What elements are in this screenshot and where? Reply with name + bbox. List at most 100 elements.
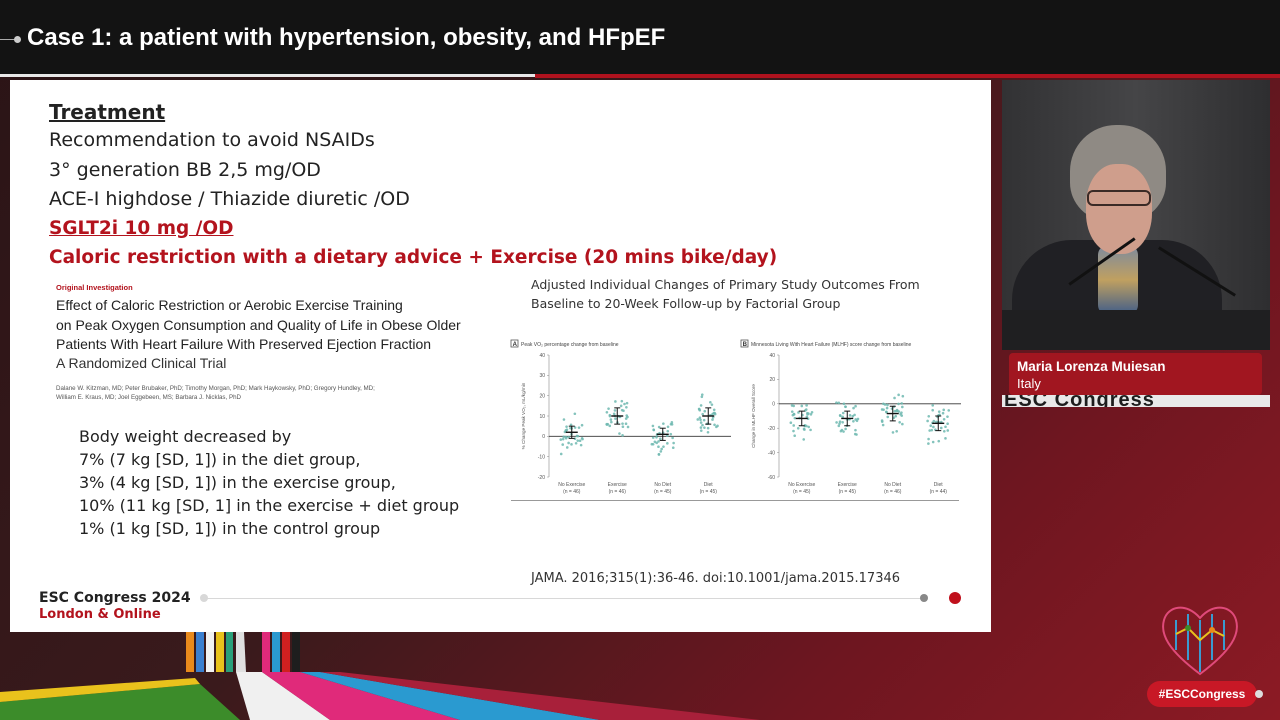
data-point [885,410,888,414]
data-point [613,409,617,412]
data-point [655,435,658,439]
article-title-line: Effect of Caloric Restriction or Aerobic… [56,297,403,313]
data-point [570,443,573,446]
data-point [706,426,710,430]
data-point [573,412,577,416]
data-point [852,406,855,410]
category-n-label: (n = 45) [700,489,718,495]
y-tick-label: -10 [538,454,545,460]
presentation-slide: Treatment Recommendation to avoid NSAIDs… [10,80,991,632]
data-point [932,419,936,423]
data-point [699,426,703,429]
data-point [700,395,704,399]
data-point [702,418,706,422]
data-point [793,416,797,420]
data-point [947,409,951,412]
data-point [944,437,947,440]
data-point [898,420,901,424]
data-point [565,425,568,428]
data-point [608,413,612,417]
caloric-line: Caloric restriction with a dietary advic… [49,247,778,268]
header-accent-line [535,74,1280,78]
data-point [901,422,904,426]
data-point [651,436,655,439]
data-point [838,420,842,423]
panel-letter: A [513,342,518,348]
category-label: No Exercise [788,482,815,488]
data-point [895,430,898,433]
data-point [625,405,628,409]
data-point [712,411,716,415]
data-point [699,404,703,407]
data-point [880,419,884,422]
sglt2-line: SGLT2i 10 mg /OD [49,218,234,239]
lectern [1002,310,1270,350]
article-authors-line: William E. Kraus, MD; Joel Eggebeen, MS;… [56,393,242,401]
data-point [564,429,568,432]
data-point [699,429,703,432]
data-point [931,404,935,407]
article-subtitle: A Randomized Clinical Trial [56,354,227,371]
data-point [569,423,573,427]
figure-title-line: Adjusted Individual Changes of Primary S… [531,277,920,292]
hashtag-dot [1255,690,1263,698]
y-tick-label: 30 [539,373,545,379]
data-point [712,408,716,412]
data-point [939,426,943,430]
speaker-nameplate: Maria Lorenza Muiesan Italy [1009,353,1262,395]
data-point [931,440,935,444]
data-point [789,421,793,425]
data-point [901,394,905,398]
session-header: Case 1: a patient with hypertension, obe… [0,0,1280,78]
treatment-line: Recommendation to avoid NSAIDs [49,129,375,151]
body-weight-line: 10% (11 kg [SD, 1] in the exercise + die… [79,496,460,515]
data-point [929,424,933,428]
data-point [614,400,617,403]
decorative-stripes [0,632,760,720]
data-point [559,438,563,441]
data-point [837,401,841,405]
data-point [937,439,941,443]
data-point [934,420,938,424]
data-point [657,440,660,443]
data-point [839,414,842,418]
data-point [854,404,857,408]
scatter-plot: A Peak VO₂ percentage change from baselin… [510,339,731,495]
data-point [797,411,800,414]
y-tick-label: 40 [539,353,545,359]
footer-brand: ESC Congress 2024 [39,590,191,606]
data-point [696,418,700,421]
data-point [607,407,610,410]
category-label: Diet [934,482,944,488]
category-label: Exercise [608,482,627,488]
y-tick-label: -60 [768,475,775,481]
data-point [621,434,624,437]
data-point [576,439,580,442]
body-weight-line: 7% (7 kg [SD, 1]) in the diet group, [79,450,361,469]
data-point [672,441,675,445]
data-point [931,408,934,412]
category-label: No Exercise [558,482,585,488]
data-point [835,421,838,424]
data-point [897,410,901,413]
article-excerpt: Original Investigation Effect of Caloric… [56,283,486,402]
data-point [659,437,662,441]
category-n-label: (n = 45) [793,489,811,495]
data-point [790,410,794,413]
data-point [927,442,930,445]
session-title: Case 1: a patient with hypertension, obe… [27,24,666,51]
data-point [837,424,841,428]
speaker-country: Italy [1017,376,1041,391]
data-point [657,453,661,456]
speaker-video [1002,80,1270,350]
data-point [567,435,570,439]
data-point [651,442,655,446]
speaker-scarf [1098,245,1138,315]
data-point [853,432,857,436]
data-point [927,437,930,441]
data-point [626,415,629,419]
congress-strip-text: ESC Congress [1004,395,1155,407]
data-point [928,429,931,432]
data-point [942,429,946,433]
data-point [852,420,855,423]
